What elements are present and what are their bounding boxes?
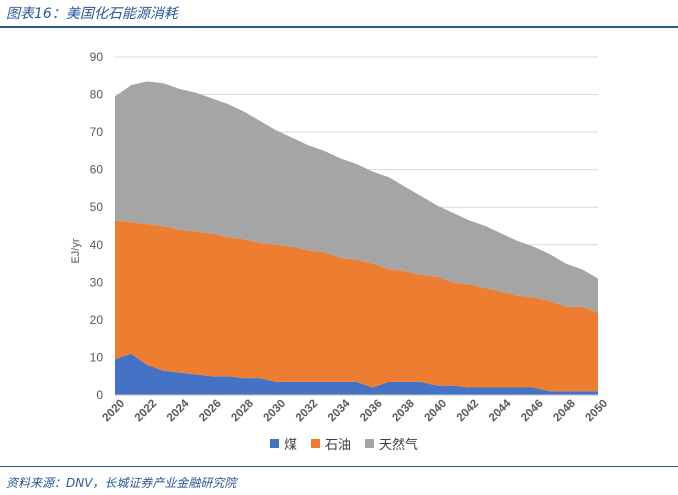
footer-divider: [0, 466, 678, 467]
x-tick-label: 2036: [358, 398, 385, 425]
area-oil: [115, 220, 598, 392]
x-tick-label: 2044: [487, 397, 514, 424]
x-tick-label: 2050: [584, 398, 611, 425]
y-axis-label: EJ/yr: [70, 238, 82, 263]
legend-swatch-gas: [365, 439, 375, 448]
legend-item-coal: 煤: [270, 434, 297, 453]
x-tick-label: 2038: [390, 397, 417, 424]
legend-item-oil: 石油: [311, 434, 351, 453]
y-tick-label: 70: [90, 125, 104, 139]
chart-legend: 煤 石油 天然气: [270, 434, 418, 453]
area-gas: [115, 81, 598, 313]
x-tick-label: 2022: [133, 398, 160, 425]
x-tick-label: 2024: [165, 397, 192, 424]
legend-swatch-oil: [311, 439, 321, 448]
x-tick-label: 2028: [229, 397, 256, 424]
y-tick-label: 60: [90, 163, 104, 177]
y-tick-label: 20: [90, 313, 104, 327]
x-tick-label: 2046: [519, 398, 546, 425]
legend-item-gas: 天然气: [365, 434, 418, 453]
x-tick-label: 2020: [101, 398, 128, 425]
legend-label-gas: 天然气: [379, 438, 419, 453]
source-note: 资料来源：DNV，长城证券产业金融研究院: [6, 476, 237, 490]
x-tick-label: 2042: [455, 398, 482, 425]
legend-label-coal: 煤: [284, 438, 298, 453]
y-tick-label: 0: [96, 388, 103, 402]
area-coal: [115, 353, 598, 395]
x-tick-label: 2048: [551, 397, 578, 424]
y-tick-label: 10: [90, 350, 104, 364]
x-tick-label: 2034: [326, 397, 353, 424]
y-tick-label: 30: [90, 275, 104, 289]
area-series-group: [115, 81, 598, 395]
x-tick-label: 2032: [294, 398, 321, 425]
y-tick-label: 90: [90, 50, 104, 64]
y-tick-label: 80: [90, 88, 104, 102]
legend-swatch-coal: [270, 439, 279, 448]
x-tick-label: 2026: [197, 398, 224, 425]
x-tick-label: 2030: [262, 398, 289, 425]
y-tick-label: 50: [90, 200, 104, 214]
legend-label-oil: 石油: [325, 438, 352, 453]
figure-title: 图表16：美国化石能源消耗: [6, 6, 178, 22]
title-divider: [0, 26, 678, 28]
x-tick-label: 2040: [423, 398, 450, 425]
y-tick-label: 40: [90, 238, 104, 252]
